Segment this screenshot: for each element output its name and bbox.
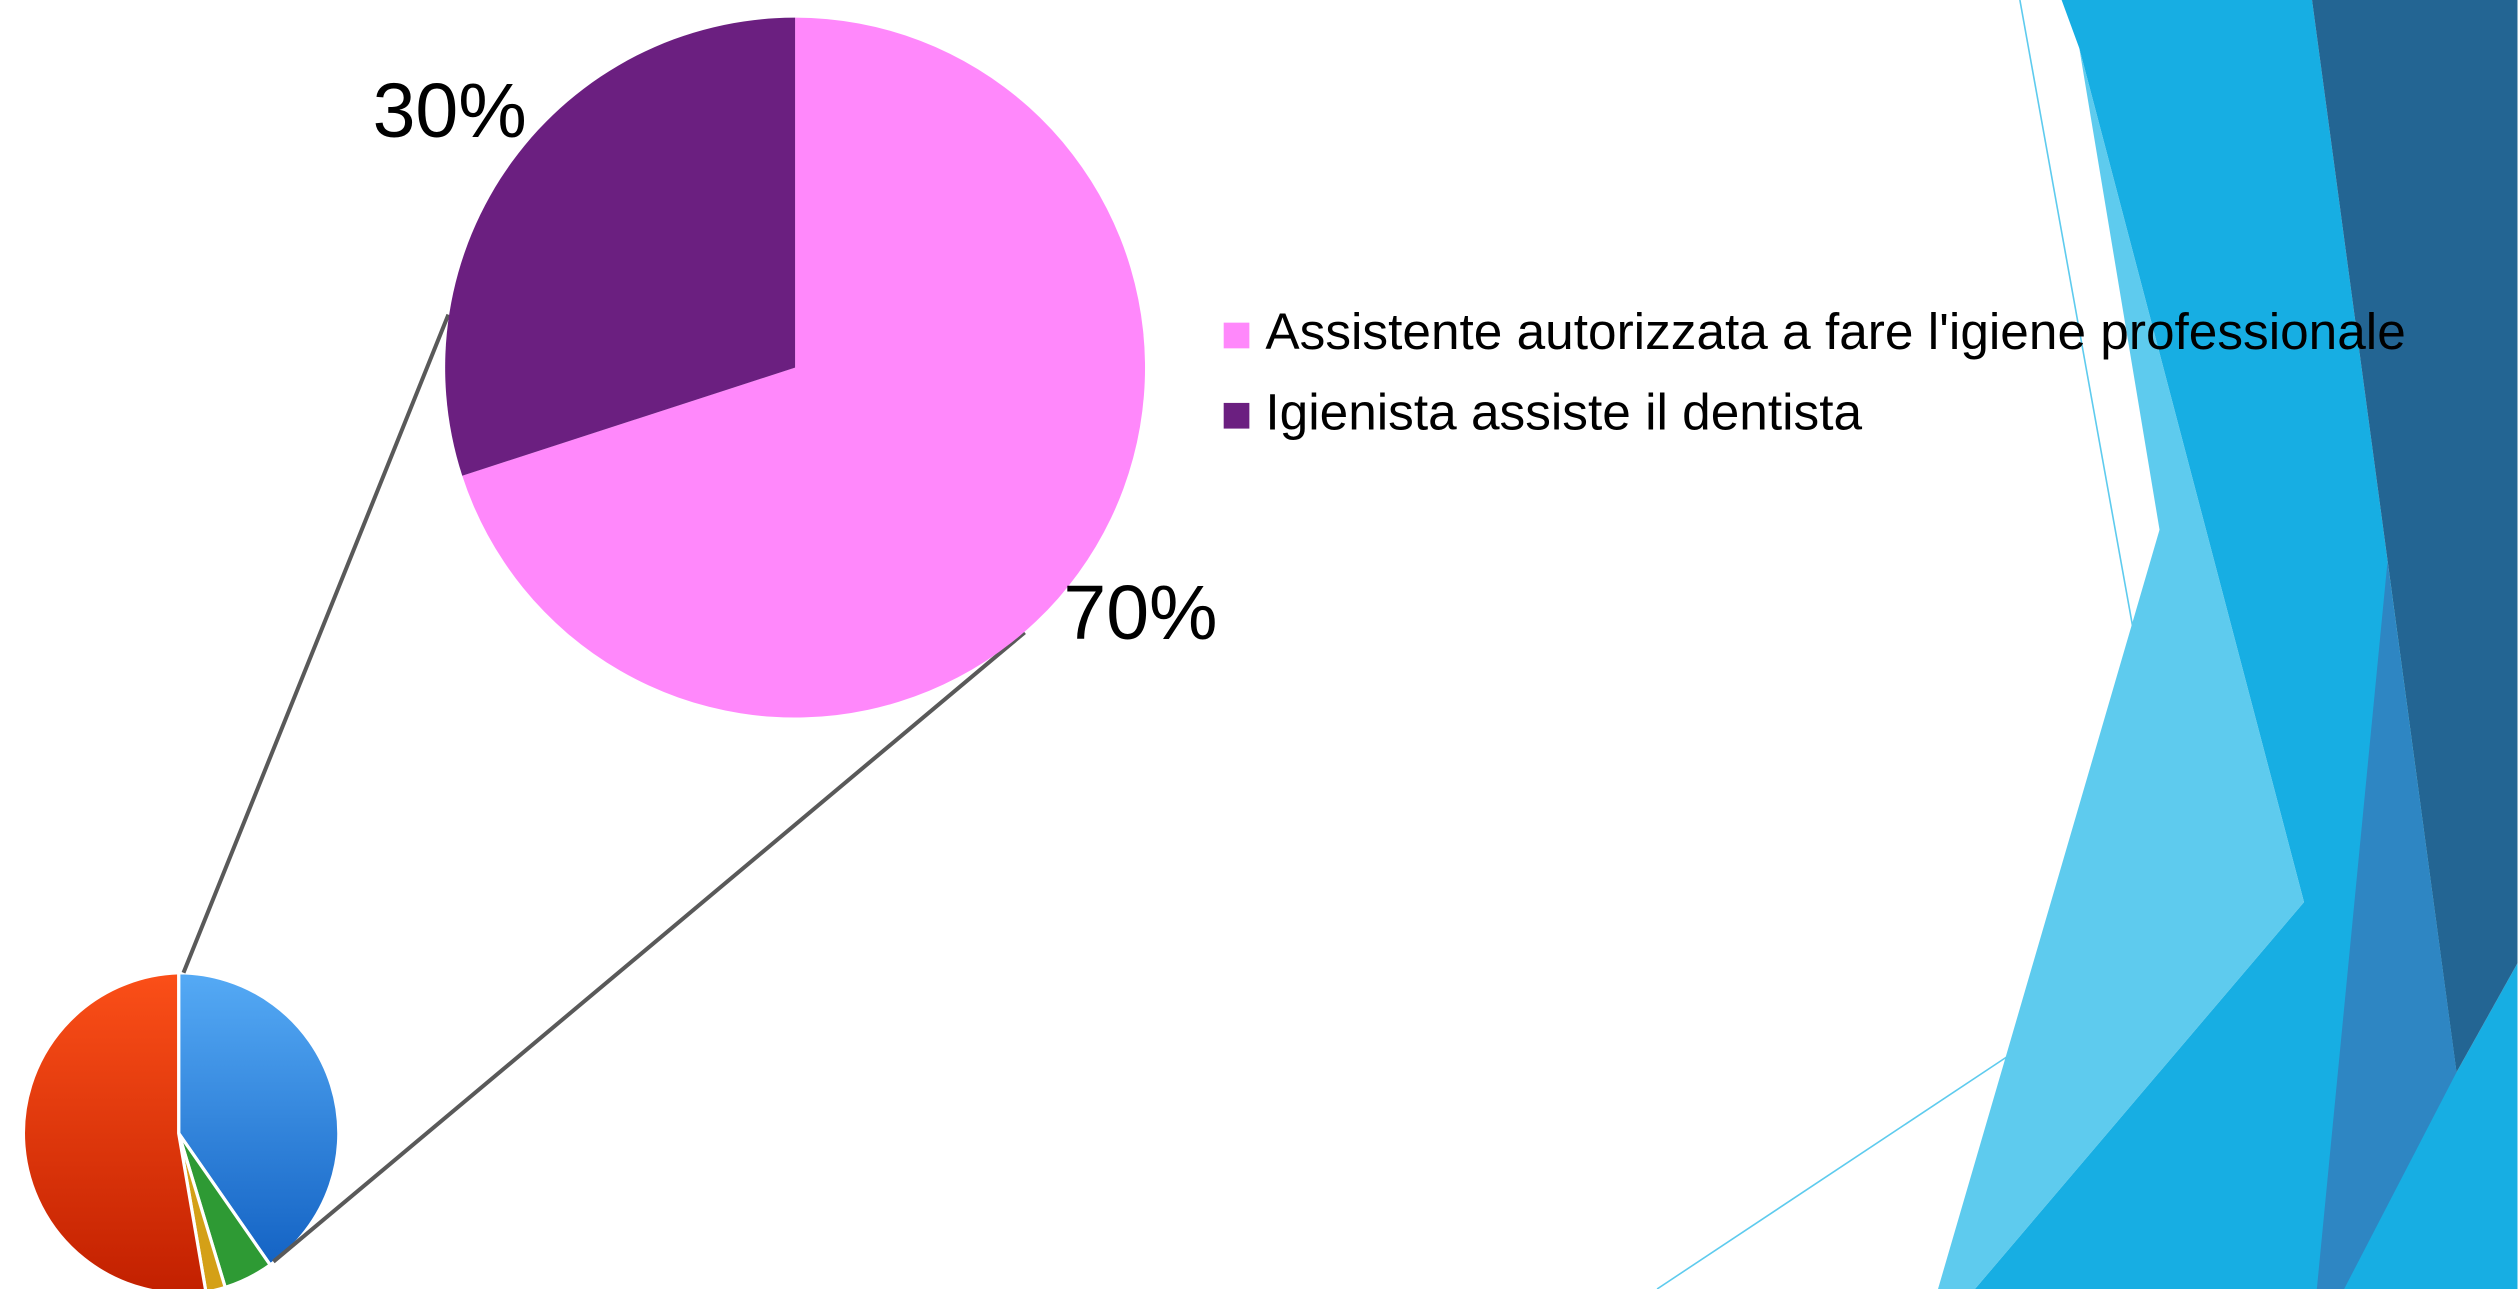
connector-line [181, 313, 451, 974]
legend-label: Igienista assiste il dentista [1265, 383, 1862, 440]
background-decoration [1656, 0, 2518, 1289]
source-slice [21, 971, 208, 1289]
legend-swatch [1223, 322, 1250, 349]
deco-shape [2316, 561, 2457, 1289]
pie-slice [445, 17, 796, 476]
source-slice [177, 971, 341, 1268]
legend-label: Assistente autorizzata a fare l'igiene p… [1265, 303, 2405, 360]
source-pie [21, 971, 341, 1289]
data-label: 30% [373, 68, 527, 154]
legend-swatch [1223, 402, 1250, 429]
connector-line [272, 630, 1026, 1264]
legend: Assistente autorizzata a fare l'igiene p… [1223, 303, 2406, 440]
deco-line [2019, 0, 2137, 643]
deco-line [1656, 1053, 2011, 1289]
pie: 70% 30% [373, 17, 1218, 718]
deco-shape [1938, 48, 2305, 1289]
deco-shape [2312, 0, 2518, 1073]
source-slice [177, 1132, 228, 1289]
data-label: 70% [1063, 570, 1217, 656]
pie-slice [462, 17, 1146, 718]
